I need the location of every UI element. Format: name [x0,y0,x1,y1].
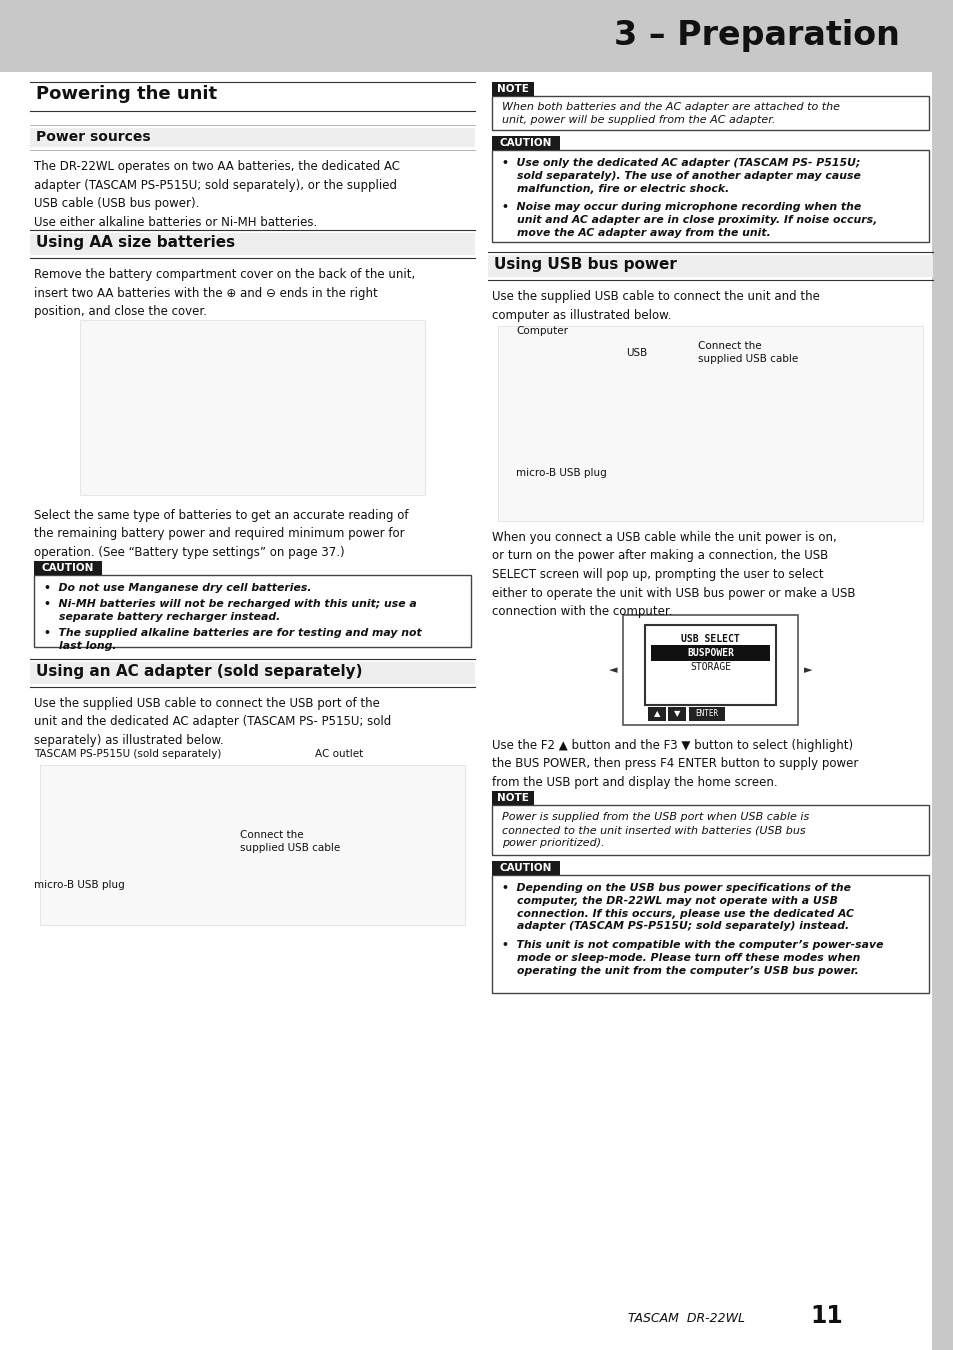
Text: Connect the
supplied USB cable: Connect the supplied USB cable [698,342,798,365]
Text: NOTE: NOTE [497,84,528,95]
Bar [492,791,534,805]
Text: USB SELECT: USB SELECT [680,634,740,644]
Bar [34,562,102,575]
Text: •  This unit is not compatible with the computer’s power-save
    mode or sleep-: • This unit is not compatible with the c… [501,940,882,976]
Text: When both batteries and the AC adapter are attached to the
unit, power will be s: When both batteries and the AC adapter a… [501,103,840,126]
Text: Use the supplied USB cable to connect the USB port of the
unit and the dedicated: Use the supplied USB cable to connect th… [34,697,391,747]
Text: Connect the
supplied USB cable: Connect the supplied USB cable [240,830,340,853]
Text: USB: USB [625,348,646,358]
Text: Powering the unit: Powering the unit [36,85,217,103]
Text: 3 – Preparation: 3 – Preparation [614,19,899,53]
Bar [492,96,928,130]
Bar [492,150,928,242]
Bar [30,662,475,684]
Text: CAUTION: CAUTION [42,563,94,572]
Text: ▲: ▲ [653,710,659,718]
Bar [650,645,769,662]
Text: Remove the battery compartment cover on the back of the unit,
insert two AA batt: Remove the battery compartment cover on … [34,269,415,319]
Text: •  Use only the dedicated AC adapter (TASCAM PS- P515U;
    sold separately). Th: • Use only the dedicated AC adapter (TAS… [501,158,860,193]
Bar [688,707,724,721]
Text: AC outlet: AC outlet [314,749,363,759]
Text: TASCAM  DR-22WL: TASCAM DR-22WL [627,1311,744,1324]
Bar [644,625,775,705]
Text: Power sources: Power sources [36,130,151,144]
Bar [497,325,923,521]
Text: Using AA size batteries: Using AA size batteries [36,235,234,250]
Text: ▼: ▼ [673,710,679,718]
Bar [647,707,665,721]
Text: Use the supplied USB cable to connect the unit and the
computer as illustrated b: Use the supplied USB cable to connect th… [492,290,819,321]
Bar [492,136,559,150]
Text: CAUTION: CAUTION [499,138,552,148]
Text: Use the F2 ▲ button and the F3 ▼ button to select (highlight)
the BUS POWER, the: Use the F2 ▲ button and the F3 ▼ button … [492,738,858,788]
Text: Computer: Computer [516,325,567,336]
Text: ENTER: ENTER [695,710,718,718]
Bar [80,320,424,495]
Text: NOTE: NOTE [497,792,528,803]
Text: STORAGE: STORAGE [689,662,730,672]
Bar [622,616,797,725]
Text: Select the same type of batteries to get an accurate reading of
the remaining ba: Select the same type of batteries to get… [34,509,408,559]
Text: •  The supplied alkaline batteries are for testing and may not
    last long.: • The supplied alkaline batteries are fo… [44,628,421,651]
Text: ◄: ◄ [608,666,617,675]
Bar [492,875,928,994]
Bar [40,765,464,925]
Text: 11: 11 [809,1304,841,1328]
Text: Using USB bus power: Using USB bus power [494,256,677,271]
Bar [30,128,475,147]
Text: CAUTION: CAUTION [499,863,552,873]
Text: •  Depending on the USB bus power specifications of the
    computer, the DR-22W: • Depending on the USB bus power specifi… [501,883,853,932]
Text: BUSPOWER: BUSPOWER [686,648,733,657]
Text: When you connect a USB cable while the unit power is on,
or turn on the power af: When you connect a USB cable while the u… [492,531,855,618]
Bar [492,861,559,875]
Text: The DR-22WL operates on two AA batteries, the dedicated AC
adapter (TASCAM PS-P5: The DR-22WL operates on two AA batteries… [34,161,399,228]
Text: Power is supplied from the USB port when USB cable is
connected to the unit inse: Power is supplied from the USB port when… [501,811,808,848]
Bar [492,82,534,96]
Text: ►: ► [803,666,811,675]
Text: micro-B USB plug: micro-B USB plug [516,468,606,478]
Bar [0,0,953,72]
Text: •  Noise may occur during microphone recording when the
    unit and AC adapter : • Noise may occur during microphone reco… [501,202,877,238]
Bar [667,707,685,721]
Text: Using an AC adapter (sold separately): Using an AC adapter (sold separately) [36,664,362,679]
Bar [34,575,471,647]
Bar [492,805,928,855]
Bar [30,234,475,255]
Text: micro-B USB plug: micro-B USB plug [34,880,125,890]
Bar [931,0,953,1350]
Text: TASCAM PS-P515U (sold separately): TASCAM PS-P515U (sold separately) [34,749,221,759]
Text: •  Do not use Manganese dry cell batteries.: • Do not use Manganese dry cell batterie… [44,583,312,593]
Bar [488,255,932,277]
Text: •  Ni-MH batteries will not be recharged with this unit; use a
    separate batt: • Ni-MH batteries will not be recharged … [44,599,416,622]
